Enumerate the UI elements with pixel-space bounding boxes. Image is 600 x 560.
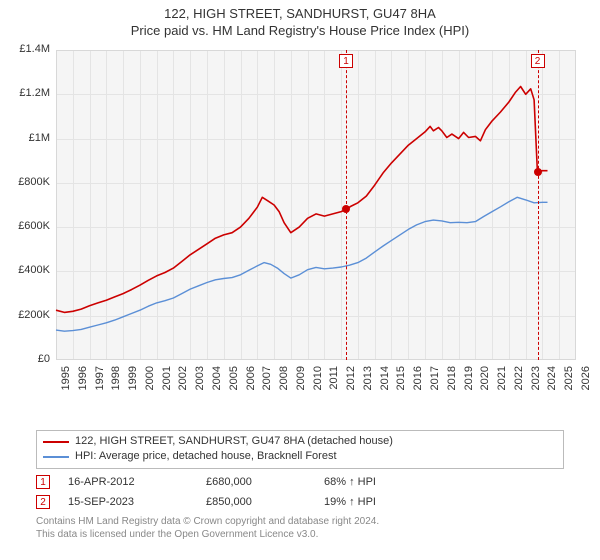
x-axis-label: 2014 [379, 366, 391, 398]
x-axis-label: 2003 [194, 366, 206, 398]
x-axis-label: 2004 [211, 366, 223, 398]
x-axis-label: 1999 [127, 366, 139, 398]
x-axis-label: 2000 [144, 366, 156, 398]
sale-row-2: 2 15-SEP-2023 £850,000 19% ↑ HPI [36, 495, 564, 509]
legend-row-property: 122, HIGH STREET, SANDHURST, GU47 8HA (d… [43, 434, 557, 449]
x-axis-label: 1998 [110, 366, 122, 398]
x-axis-label: 2005 [228, 366, 240, 398]
legend-label-property: 122, HIGH STREET, SANDHURST, GU47 8HA (d… [75, 434, 393, 449]
chart-title: 122, HIGH STREET, SANDHURST, GU47 8HA [0, 6, 600, 21]
sale-marker-1: 1 [36, 475, 50, 489]
footnote-line-1: Contains HM Land Registry data © Crown c… [36, 515, 564, 528]
footnote-line-2: This data is licensed under the Open Gov… [36, 528, 564, 541]
series-svg [0, 44, 578, 362]
x-axis-label: 2011 [328, 366, 340, 398]
x-axis-label: 2018 [446, 366, 458, 398]
chart-container: { "title": "122, HIGH STREET, SANDHURST,… [0, 0, 600, 560]
sale-marker-2: 2 [36, 495, 50, 509]
line-series [56, 197, 548, 331]
x-axis-label: 2025 [563, 366, 575, 398]
chart-area: £0£200K£400K£600K£800K£1M£1.2M£1.4M19951… [0, 44, 600, 424]
sale-marker-box: 1 [339, 54, 353, 68]
legend-and-sales: 122, HIGH STREET, SANDHURST, GU47 8HA (d… [36, 430, 564, 541]
legend-row-hpi: HPI: Average price, detached house, Brac… [43, 449, 557, 464]
x-axis-label: 2021 [496, 366, 508, 398]
sale-price-2: £850,000 [206, 496, 306, 508]
x-axis-label: 2020 [479, 366, 491, 398]
x-axis-label: 1996 [77, 366, 89, 398]
legend-label-hpi: HPI: Average price, detached house, Brac… [75, 449, 337, 464]
legend-box: 122, HIGH STREET, SANDHURST, GU47 8HA (d… [36, 430, 564, 469]
x-axis-label: 2002 [177, 366, 189, 398]
x-axis-label: 2010 [312, 366, 324, 398]
sale-hpi-1: 68% ↑ HPI [324, 476, 444, 488]
x-axis-label: 2019 [463, 366, 475, 398]
x-axis-label: 2026 [580, 366, 592, 398]
legend-swatch-blue [43, 456, 69, 458]
x-axis-label: 1997 [94, 366, 106, 398]
sale-row-1: 1 16-APR-2012 £680,000 68% ↑ HPI [36, 475, 564, 489]
x-axis-label: 2024 [546, 366, 558, 398]
chart-subtitle: Price paid vs. HM Land Registry's House … [0, 23, 600, 38]
chart-titles: 122, HIGH STREET, SANDHURST, GU47 8HA Pr… [0, 0, 600, 38]
x-axis-label: 2012 [345, 366, 357, 398]
sale-date-1: 16-APR-2012 [68, 476, 188, 488]
legend-swatch-red [43, 441, 69, 443]
x-axis-label: 2006 [245, 366, 257, 398]
x-axis-label: 2013 [362, 366, 374, 398]
line-series [56, 87, 548, 313]
x-axis-label: 2007 [261, 366, 273, 398]
x-axis-label: 2009 [295, 366, 307, 398]
sale-vline [538, 50, 539, 360]
x-axis-label: 2016 [412, 366, 424, 398]
x-axis-label: 2022 [513, 366, 525, 398]
x-axis-label: 2015 [395, 366, 407, 398]
sale-price-1: £680,000 [206, 476, 306, 488]
footnote: Contains HM Land Registry data © Crown c… [36, 515, 564, 541]
x-axis-label: 2008 [278, 366, 290, 398]
x-axis-label: 1995 [60, 366, 72, 398]
x-axis-label: 2023 [530, 366, 542, 398]
sale-price-point [342, 205, 350, 213]
x-axis-label: 2017 [429, 366, 441, 398]
x-axis-label: 2001 [161, 366, 173, 398]
sale-hpi-2: 19% ↑ HPI [324, 496, 444, 508]
sale-date-2: 15-SEP-2023 [68, 496, 188, 508]
sale-marker-box: 2 [531, 54, 545, 68]
sale-price-point [534, 168, 542, 176]
